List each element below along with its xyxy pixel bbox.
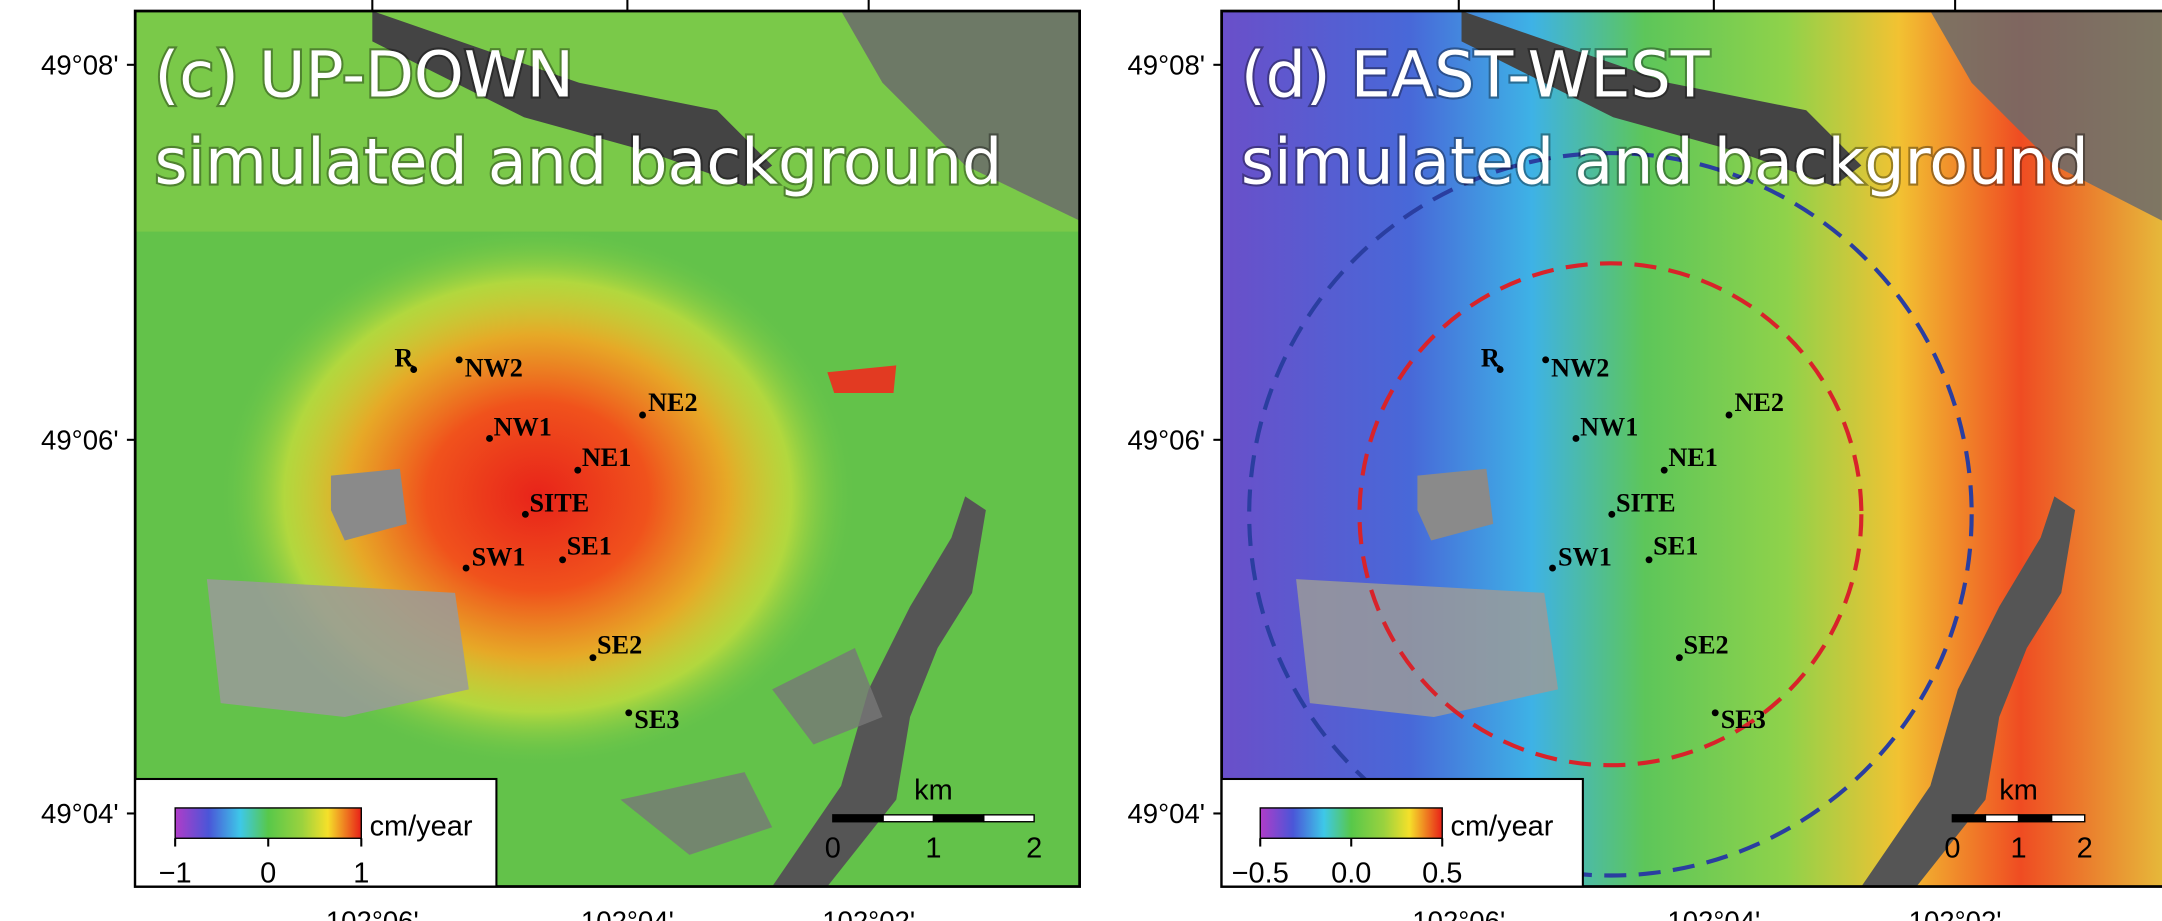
colorbar-tick-label: −1 (159, 857, 192, 889)
site-marker (1661, 467, 1668, 474)
site-marker (1573, 435, 1580, 442)
latitude-label: 49°06' (1127, 424, 1205, 455)
colorbar-tick-label: 1 (353, 857, 369, 889)
longitude-label: 102°06' (1412, 906, 1505, 921)
site-label: NW1 (494, 413, 552, 442)
site-marker (1646, 556, 1653, 563)
scale-bar-label: 2 (2077, 833, 2093, 865)
site-marker (559, 556, 566, 563)
site-label: NW1 (1580, 413, 1638, 442)
scale-bar-unit: km (1999, 775, 2038, 807)
scale-bar-label: 1 (2010, 833, 2026, 865)
site-label: NE1 (582, 443, 631, 472)
site-label: SE2 (1684, 631, 1729, 660)
site-marker (574, 467, 581, 474)
site-label: SE3 (634, 705, 679, 734)
colorbar-tick-label: 0 (260, 857, 276, 889)
panel-title: (d) EAST-WEST (1241, 38, 1710, 112)
site-marker (639, 412, 646, 419)
longitude-label: 102°04' (581, 906, 674, 921)
panel-subtitle: simulated and background (154, 124, 1002, 198)
site-label: SE2 (597, 631, 642, 660)
scale-bar-label: 1 (925, 833, 941, 865)
site-label: NW2 (465, 353, 523, 382)
scale-bar-segment (2052, 815, 2085, 822)
site-marker (463, 565, 470, 572)
site-label: R (394, 344, 414, 373)
latitude-label: 49°08' (41, 49, 119, 80)
site-marker (1549, 565, 1556, 572)
longitude-label: 102°06' (326, 906, 419, 921)
scale-bar-label: 2 (1026, 833, 1042, 865)
site-marker (1542, 356, 1549, 363)
scale-bar-segment (1952, 815, 1985, 822)
longitude-label: 102°04' (1667, 906, 1760, 921)
site-marker (589, 654, 596, 661)
figure: R NW2 NW1 NE2 NE1 SITE SE1 SW1 SE2 SE3 (c) UP-DOWN… (0, 0, 2162, 921)
site-marker (486, 435, 493, 442)
latitude-label: 49°08' (1127, 49, 1205, 80)
site-marker (625, 709, 632, 716)
colorbar (1260, 808, 1442, 838)
scale-bar-unit: km (914, 775, 953, 807)
latitude-label: 49°06' (41, 424, 119, 455)
longitude-label: 102°02' (1909, 906, 2002, 921)
scale-bar-segment (984, 815, 1034, 822)
scale-bar-segment (883, 815, 933, 822)
site-label: SE3 (1721, 705, 1766, 734)
site-marker (1676, 654, 1683, 661)
site-label: NE2 (648, 388, 697, 417)
site-marker (1712, 709, 1719, 716)
site-marker (1608, 511, 1615, 518)
colorbar-tick-label: −0.5 (1232, 857, 1289, 889)
colorbar-unit: cm/year (1451, 811, 1554, 843)
scale-bar-segment (2019, 815, 2052, 822)
latitude-label: 49°04' (41, 798, 119, 829)
site-label: NW2 (1551, 353, 1609, 382)
site-label: SE1 (567, 531, 612, 560)
colorbar-unit: cm/year (370, 811, 473, 843)
site-label: NE1 (1668, 443, 1717, 472)
site-label: SE1 (1653, 531, 1698, 560)
latitude-label: 49°04' (1127, 798, 1205, 829)
site-label: SW1 (472, 542, 526, 571)
scale-bar-label: 0 (1944, 833, 1960, 865)
site-marker (522, 511, 529, 518)
site-label: R (1481, 344, 1501, 373)
site-label: SITE (1616, 489, 1676, 518)
longitude-label: 102°02' (822, 906, 915, 921)
scale-bar-segment (1985, 815, 2018, 822)
colorbar-tick-label: 0.0 (1331, 857, 1371, 889)
colorbar (175, 808, 361, 838)
site-marker (456, 356, 463, 363)
scale-bar-segment (933, 815, 983, 822)
panel-title: (c) UP-DOWN (154, 38, 573, 112)
site-label: SW1 (1558, 542, 1612, 571)
site-marker (1726, 412, 1733, 419)
colorbar-tick-label: 0.5 (1422, 857, 1462, 889)
site-label: NE2 (1735, 388, 1784, 417)
scale-bar-label: 0 (825, 833, 841, 865)
panel-subtitle: simulated and background (1241, 124, 2089, 198)
scale-bar-segment (833, 815, 883, 822)
site-label: SITE (530, 489, 590, 518)
